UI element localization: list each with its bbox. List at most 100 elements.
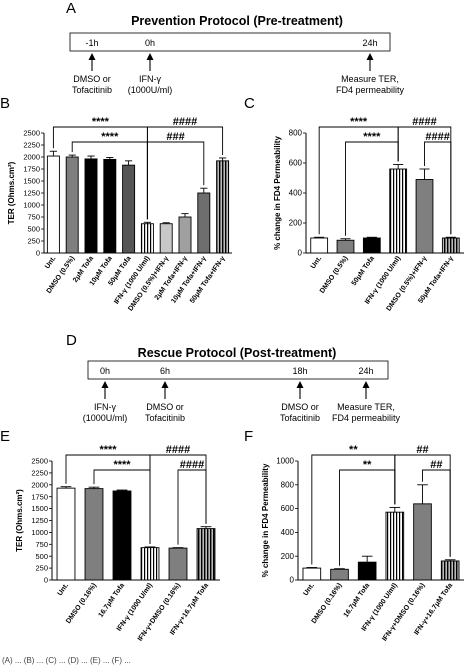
panel-e-letter: E bbox=[0, 428, 10, 445]
chart-c-sig-label-0: **** bbox=[350, 116, 368, 128]
chart-c: C 0 200 400 600 800 % change in FD4 Permeabil… bbox=[244, 95, 464, 313]
panel-d-letter: D bbox=[66, 332, 77, 349]
chart-e-sig-label-1: **** bbox=[113, 459, 131, 471]
chart-b-bar-5 bbox=[140, 223, 154, 254]
chart-f-category-label-0: Unt. bbox=[302, 582, 316, 597]
chart-f-ytick-label-4: 800 bbox=[281, 480, 295, 489]
timeline-d-label-1-1: Tofacitinib bbox=[145, 413, 185, 423]
chart-b-category-label-9: 50μM Tofa+IFN-γ bbox=[189, 255, 227, 305]
chart-f-sig-label-1: ** bbox=[363, 459, 372, 471]
chart-b-bar-4 bbox=[122, 164, 136, 254]
timeline-d-label-0-1: (1000U/ml) bbox=[83, 413, 128, 423]
timeline-a-time-0: -1h bbox=[85, 38, 98, 48]
chart-c-bar-3 bbox=[389, 168, 408, 254]
timeline-a-label-2-1: FD4 permeability bbox=[336, 85, 405, 95]
chart-e-ytick-label-8: 2000 bbox=[31, 480, 48, 489]
chart-e-sig-label-3: #### bbox=[180, 459, 204, 471]
timeline-d-arrow-head-1 bbox=[161, 381, 169, 388]
chart-f-sig-label-0: ** bbox=[349, 444, 358, 456]
chart-e-ytick-label-2: 500 bbox=[35, 552, 48, 561]
chart-b-ytick-label-10: 2500 bbox=[23, 129, 40, 138]
chart-e-ytick-label-4: 1000 bbox=[31, 528, 48, 537]
timeline-a-arrow-head-1 bbox=[146, 53, 154, 60]
chart-b-sig-label-0: **** bbox=[92, 116, 110, 128]
chart-e-ytick-label-9: 2250 bbox=[31, 469, 48, 478]
chart-e-bar-3 bbox=[140, 547, 160, 581]
timeline-d-arrow-head-2 bbox=[296, 381, 304, 388]
chart-f-category-label-2: 16.7μM Tofa bbox=[343, 582, 372, 619]
timeline-d-time-1: 6h bbox=[160, 366, 170, 376]
timeline-d-label-3-0: Measure TER, bbox=[337, 402, 395, 412]
panel-f-letter: F bbox=[244, 428, 253, 445]
chart-b-ytick-label-0: 0 bbox=[36, 249, 40, 258]
chart-e-ytick-label-5: 1250 bbox=[31, 516, 48, 525]
chart-f-bar-2 bbox=[357, 561, 377, 581]
chart-b-sig-label-3: ### bbox=[166, 131, 184, 143]
timeline-a-arrow-head-2 bbox=[366, 53, 374, 60]
chart-c-ylabel: % change in FD4 Permeability bbox=[273, 136, 282, 250]
chart-b-bar-0 bbox=[46, 155, 60, 254]
chart-b-ytick-label-4: 1000 bbox=[23, 201, 40, 210]
chart-e-bar-5 bbox=[196, 528, 216, 581]
panel-a-title: Prevention Protocol (Pre-treatment) bbox=[131, 14, 343, 28]
chart-f-bar-1 bbox=[330, 568, 349, 581]
timeline-d-label-0-0: IFN-γ bbox=[94, 402, 116, 412]
panel-c-letter: C bbox=[244, 95, 255, 112]
chart-e-category-label-0: Unt. bbox=[57, 582, 71, 597]
chart-e: E 0 250 500 750 1000 1250 1500 1750 2000 2250 2500… bbox=[0, 428, 220, 643]
chart-f-ytick-label-5: 1000 bbox=[276, 457, 294, 466]
chart-c-ytick-label-1: 200 bbox=[289, 219, 303, 228]
timeline-d-label-1-0: DMSO or bbox=[146, 402, 184, 412]
timeline-d-label-3-1: FD4 permeability bbox=[332, 413, 401, 423]
chart-b-ylabel: TER (Ohms.cm²) bbox=[7, 161, 16, 224]
chart-c-sig-label-3: #### bbox=[425, 131, 449, 143]
chart-c-sig-label-1: **** bbox=[363, 131, 381, 143]
chart-b-ytick-label-8: 2000 bbox=[23, 153, 40, 162]
timeline-d-arrow-head-3 bbox=[362, 381, 370, 388]
chart-e-ytick-label-0: 0 bbox=[44, 576, 48, 585]
chart-b-ytick-label-9: 2250 bbox=[23, 141, 40, 150]
timeline-a-label-1-1: (1000U/ml) bbox=[128, 85, 173, 95]
chart-b-sig-bracket-3 bbox=[146, 141, 205, 220]
chart-e-bar-4 bbox=[168, 547, 188, 581]
chart-c-bar-0 bbox=[310, 237, 329, 254]
chart-c-ytick-label-4: 800 bbox=[289, 129, 303, 138]
chart-c-ytick-label-2: 400 bbox=[289, 189, 303, 198]
chart-f-sig-bracket-3 bbox=[422, 469, 451, 557]
chart-c-sig-label-2: #### bbox=[412, 116, 436, 128]
chart-c-bar-1 bbox=[336, 239, 355, 254]
chart-e-sig-label-2: #### bbox=[166, 444, 190, 456]
chart-c-bar-5 bbox=[441, 237, 460, 254]
chart-b-bar-3 bbox=[103, 158, 117, 254]
chart-c-sig-bracket-3 bbox=[424, 141, 452, 235]
timeline-d-label-2-1: Tofacitinib bbox=[280, 413, 320, 423]
chart-c-ytick-label-0: 0 bbox=[298, 249, 303, 258]
chart-b-bar-9 bbox=[216, 160, 230, 254]
timeline-d-arrow-head-0 bbox=[101, 381, 109, 388]
chart-e-ytick-label-7: 1750 bbox=[31, 492, 48, 501]
timeline-a-label-2-0: Measure TER, bbox=[341, 74, 399, 84]
chart-c-category-label-1: DMSO (0.5%) bbox=[319, 255, 350, 295]
chart-e-ytick-label-3: 750 bbox=[35, 540, 48, 549]
panel-a-timeline-box bbox=[69, 32, 391, 52]
chart-e-bar-0 bbox=[56, 487, 76, 581]
timeline-a-label-1-0: IFN-γ bbox=[139, 74, 161, 84]
chart-e-ylabel: TER (Ohms.cm²) bbox=[15, 489, 24, 552]
chart-b-bar-1 bbox=[65, 156, 79, 254]
chart-b-ytick-label-6: 1500 bbox=[23, 177, 40, 186]
chart-b-ytick-label-5: 1250 bbox=[23, 189, 40, 198]
timeline-a-arrow-head-0 bbox=[88, 53, 96, 60]
timeline-a-label-0-1: Tofacitinib bbox=[72, 85, 112, 95]
chart-c-sig-bracket-0 bbox=[318, 126, 399, 235]
chart-b-ytick-label-7: 1750 bbox=[23, 165, 40, 174]
timeline-d-time-3: 24h bbox=[358, 366, 373, 376]
chart-e-sig-bracket-3 bbox=[177, 469, 207, 545]
panel-b-letter: B bbox=[0, 95, 10, 112]
chart-b: B 0 250 500 750 1000 1250 1500 1750 2000 2250 2500… bbox=[0, 95, 232, 313]
chart-b-category-label-0: Unt. bbox=[44, 255, 58, 270]
chart-c-category-label-0: Unt. bbox=[310, 255, 324, 270]
chart-f-category-label-1: DMSO (0.16%) bbox=[311, 582, 344, 625]
chart-b-ytick-label-1: 250 bbox=[27, 237, 40, 246]
chart-f-sig-label-2: ## bbox=[416, 444, 428, 456]
chart-f-ytick-label-2: 400 bbox=[281, 528, 295, 537]
